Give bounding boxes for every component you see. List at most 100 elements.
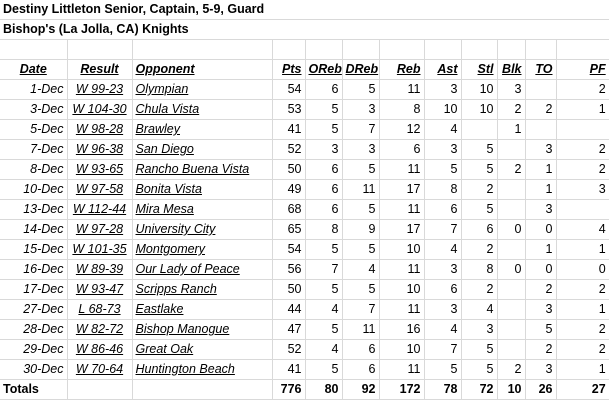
cell-result[interactable]: W 82-72 bbox=[67, 319, 133, 340]
cell-opponent[interactable]: Mira Mesa bbox=[132, 199, 273, 220]
cell-oreb: 5 bbox=[305, 239, 343, 260]
cell-ast: 5 bbox=[424, 159, 462, 180]
cell-date: 27-Dec bbox=[0, 299, 68, 320]
cell-pf: 1 bbox=[556, 99, 609, 120]
cell-result[interactable]: L 68-73 bbox=[67, 299, 133, 320]
table-row: 7-Dec W 96-38 San Diego 52 3 3 6 3 5 3 2 bbox=[0, 139, 609, 160]
cell-pts: 54 bbox=[272, 239, 306, 260]
cell-stl bbox=[461, 119, 498, 140]
cell-pf: 1 bbox=[556, 299, 609, 320]
cell-pts: 52 bbox=[272, 139, 306, 160]
cell-opponent[interactable]: University City bbox=[132, 219, 273, 240]
cell-reb: 11 bbox=[379, 199, 425, 220]
header-dreb[interactable]: DReb bbox=[342, 59, 380, 80]
cell-pts: 41 bbox=[272, 119, 306, 140]
cell-dreb: 9 bbox=[342, 219, 380, 240]
cell-result[interactable]: W 104-30 bbox=[67, 99, 133, 120]
cell-to: 1 bbox=[525, 159, 557, 180]
cell-reb: 12 bbox=[379, 119, 425, 140]
table-row: 10-Dec W 97-58 Bonita Vista 49 6 11 17 8 2 1 3 bbox=[0, 179, 609, 200]
cell-pf: 2 bbox=[556, 279, 609, 300]
cell-pts: 50 bbox=[272, 279, 306, 300]
cell-opponent[interactable]: San Diego bbox=[132, 139, 273, 160]
cell-opponent[interactable]: Bonita Vista bbox=[132, 179, 273, 200]
cell-opponent[interactable]: Great Oak bbox=[132, 339, 273, 360]
cell-result[interactable]: W 101-35 bbox=[67, 239, 133, 260]
header-opponent[interactable]: Opponent bbox=[132, 59, 273, 80]
cell-date: 15-Dec bbox=[0, 239, 68, 260]
cell-ast: 3 bbox=[424, 139, 462, 160]
totals-row: Totals 776 80 92 172 78 72 10 26 27 bbox=[0, 379, 609, 400]
cell-result[interactable]: W 89-39 bbox=[67, 259, 133, 280]
cell-to: 0 bbox=[525, 219, 557, 240]
header-reb[interactable]: Reb bbox=[379, 59, 425, 80]
cell-date: 29-Dec bbox=[0, 339, 68, 360]
cell-ast: 7 bbox=[424, 219, 462, 240]
header-ast[interactable]: Ast bbox=[424, 59, 462, 80]
cell-result[interactable]: W 97-58 bbox=[67, 179, 133, 200]
cell-opponent[interactable]: Brawley bbox=[132, 119, 273, 140]
cell-opponent[interactable]: Olympian bbox=[132, 79, 273, 100]
header-pts[interactable]: Pts bbox=[272, 59, 306, 80]
cell-reb: 11 bbox=[379, 159, 425, 180]
cell-blk bbox=[497, 339, 526, 360]
cell-result[interactable]: W 99-23 bbox=[67, 79, 133, 100]
cell-result[interactable]: W 86-46 bbox=[67, 339, 133, 360]
cell-oreb: 8 bbox=[305, 219, 343, 240]
cell-opponent[interactable]: Huntington Beach bbox=[132, 359, 273, 380]
cell-reb: 10 bbox=[379, 239, 425, 260]
header-result[interactable]: Result bbox=[67, 59, 133, 80]
cell-ast: 3 bbox=[424, 79, 462, 100]
cell-oreb: 5 bbox=[305, 279, 343, 300]
cell-result[interactable]: W 97-28 bbox=[67, 219, 133, 240]
cell-pf: 3 bbox=[556, 179, 609, 200]
cell-opponent[interactable]: Chula Vista bbox=[132, 99, 273, 120]
cell-dreb: 5 bbox=[342, 159, 380, 180]
cell-ast: 7 bbox=[424, 339, 462, 360]
cell-blk: 2 bbox=[497, 359, 526, 380]
cell-blk: 3 bbox=[497, 79, 526, 100]
table-row: 29-Dec W 86-46 Great Oak 52 4 6 10 7 5 2 2 bbox=[0, 339, 609, 360]
cell-result[interactable]: W 93-65 bbox=[67, 159, 133, 180]
cell-result[interactable]: W 98-28 bbox=[67, 119, 133, 140]
cell-result[interactable]: W 96-38 bbox=[67, 139, 133, 160]
cell-to: 3 bbox=[525, 299, 557, 320]
cell-dreb: 6 bbox=[342, 339, 380, 360]
header-oreb[interactable]: OReb bbox=[305, 59, 343, 80]
cell-result[interactable]: W 70-64 bbox=[67, 359, 133, 380]
table-row: 30-Dec W 70-64 Huntington Beach 41 5 6 11 5 5 2 3 1 bbox=[0, 359, 609, 380]
header-stl[interactable]: Stl bbox=[461, 59, 498, 80]
header-pf[interactable]: PF bbox=[556, 59, 609, 80]
cell-opponent[interactable]: Montgomery bbox=[132, 239, 273, 260]
cell-stl: 5 bbox=[461, 339, 498, 360]
table-row: 1-Dec W 99-23 Olympian 54 6 5 11 3 10 3 2 bbox=[0, 79, 609, 100]
totals-dreb: 92 bbox=[342, 379, 380, 400]
cell-opponent[interactable]: Rancho Buena Vista bbox=[132, 159, 273, 180]
cell-pts: 68 bbox=[272, 199, 306, 220]
cell-opponent[interactable]: Bishop Manogue bbox=[132, 319, 273, 340]
header-blk[interactable]: Blk bbox=[497, 59, 526, 80]
cell-dreb: 7 bbox=[342, 299, 380, 320]
cell-dreb: 7 bbox=[342, 119, 380, 140]
cell-to: 2 bbox=[525, 99, 557, 120]
cell-result[interactable]: W 112-44 bbox=[67, 199, 133, 220]
cell-reb: 8 bbox=[379, 99, 425, 120]
cell-pts: 56 bbox=[272, 259, 306, 280]
cell-dreb: 11 bbox=[342, 179, 380, 200]
cell-result[interactable]: W 93-47 bbox=[67, 279, 133, 300]
cell-opponent[interactable]: Our Lady of Peace bbox=[132, 259, 273, 280]
table-row: 27-Dec L 68-73 Eastlake 44 4 7 11 3 4 3 1 bbox=[0, 299, 609, 320]
cell-to: 2 bbox=[525, 279, 557, 300]
cell-opponent[interactable]: Eastlake bbox=[132, 299, 273, 320]
cell-opponent[interactable]: Scripps Ranch bbox=[132, 279, 273, 300]
header-row: Date Result Opponent Pts OReb DReb Reb A… bbox=[0, 59, 609, 80]
totals-reb: 172 bbox=[379, 379, 425, 400]
cell-to: 2 bbox=[525, 339, 557, 360]
header-date[interactable]: Date bbox=[0, 59, 68, 80]
cell-pts: 44 bbox=[272, 299, 306, 320]
cell-blk bbox=[497, 179, 526, 200]
header-to[interactable]: TO bbox=[525, 59, 557, 80]
cell-oreb: 6 bbox=[305, 159, 343, 180]
totals-ast: 78 bbox=[424, 379, 462, 400]
